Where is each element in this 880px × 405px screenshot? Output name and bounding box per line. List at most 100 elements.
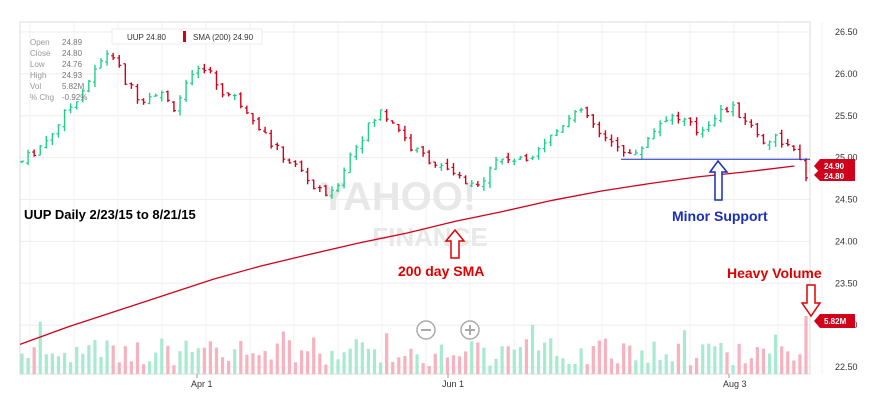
volume-bar	[646, 362, 650, 374]
volume-bar	[543, 342, 547, 374]
ohlc-bar	[396, 123, 401, 133]
ohlc-bar	[518, 155, 523, 161]
volume-bar	[421, 363, 425, 374]
ohlc-bar	[749, 119, 754, 128]
volume-bar	[141, 364, 146, 374]
volume-bar	[330, 350, 334, 374]
volume-bar	[111, 345, 115, 374]
ohlc-bar	[336, 183, 341, 193]
volume-bar	[701, 344, 705, 374]
volume-bar	[640, 350, 644, 374]
ohlc-bar	[214, 70, 219, 90]
volume-bar	[275, 343, 279, 374]
ohlc-bar	[293, 160, 298, 168]
ohlc-bar	[299, 160, 304, 173]
volume-bar	[494, 358, 498, 374]
volume-bar	[774, 334, 778, 374]
ohlc-label-open: Open	[30, 38, 50, 47]
volume-bar	[737, 343, 741, 374]
volume-bar	[269, 359, 273, 374]
volume-tag-shape	[814, 314, 855, 328]
legend-item-sma: SMA (200) 24.90	[193, 33, 254, 42]
ohlc-bar	[378, 109, 383, 121]
volume-bar	[530, 324, 535, 374]
volume-bar	[488, 365, 492, 374]
ohlc-bar	[566, 115, 571, 128]
price-tag-close-shape	[814, 169, 855, 181]
volume-bar	[536, 350, 541, 374]
volume-bar	[251, 353, 255, 374]
ohlc-bar	[165, 90, 170, 103]
price-tag-sma-text: 24.90	[824, 162, 845, 171]
price-tag-close-text: 24.80	[824, 172, 845, 181]
volume-bar	[780, 346, 784, 374]
ohlc-bar	[609, 134, 614, 147]
volume-bar	[69, 362, 73, 374]
x-tick-label: Aug 3	[723, 379, 747, 389]
volume-bar	[628, 345, 632, 374]
ohlc-bar	[208, 66, 213, 74]
volume-bar	[755, 347, 759, 374]
ohlc-bar	[560, 125, 565, 133]
volume-bar	[597, 340, 601, 374]
ohlc-bar	[688, 117, 693, 126]
ohlc-bar	[62, 109, 67, 132]
ohlc-bar	[791, 145, 796, 152]
y-tick-label: 25.50	[835, 111, 858, 121]
ohlc-bar	[281, 146, 286, 163]
ohlc-bar	[536, 147, 541, 160]
volume-bar	[26, 358, 30, 374]
volume-bar	[105, 340, 109, 374]
ohlc-bar	[451, 163, 456, 176]
volume-bar	[622, 343, 626, 374]
volume-bar	[567, 364, 571, 374]
ohlc-bar	[585, 106, 590, 119]
volume-bar	[324, 364, 328, 374]
volume-bar	[348, 348, 352, 374]
ohlc-bar	[171, 101, 176, 113]
volume-bar	[792, 360, 796, 374]
ohlc-bar	[92, 64, 97, 88]
zoom-in-button[interactable]	[460, 320, 480, 340]
zoom-out-button[interactable]	[416, 320, 436, 340]
ohlc-bar	[469, 180, 474, 188]
ohlc-value-chg: -0.92%	[62, 93, 87, 102]
ohlc-bar	[682, 117, 687, 127]
ohlc-bar	[68, 103, 73, 114]
ohlc-bar	[542, 138, 547, 153]
y-tick-label: 22.50	[835, 362, 858, 372]
ohlc-bar	[311, 179, 316, 190]
volume-bar	[470, 341, 474, 374]
volume-bar	[160, 338, 164, 374]
volume-bar	[786, 351, 790, 374]
ohlc-bar	[257, 116, 262, 131]
support-annotation: Minor Support	[672, 159, 768, 224]
ohlc-bar	[99, 58, 104, 69]
volume-bar	[44, 354, 48, 374]
ohlc-bar	[232, 93, 237, 101]
y-tick-label: 26.50	[835, 27, 858, 37]
volume-bar	[561, 358, 565, 374]
ohlc-bar	[773, 133, 778, 147]
ohlc-bar	[129, 82, 134, 89]
volume-bar	[129, 361, 133, 374]
volume-bar	[135, 342, 140, 374]
ohlc-bar	[250, 112, 255, 125]
ohlc-bar	[706, 121, 711, 132]
ohlc-bar	[645, 136, 650, 148]
ohlc-bar	[718, 104, 723, 123]
volume-bar	[609, 358, 614, 374]
ohlc-bar	[20, 160, 24, 164]
ohlc-bar	[658, 120, 663, 137]
volume-tag: 5.82M	[814, 314, 855, 328]
ohlc-bar	[123, 63, 128, 86]
volume-bar	[524, 339, 529, 374]
ohlc-bar	[512, 158, 517, 166]
ohlc-bar	[415, 147, 420, 153]
ohlc-label-chg: % Chg	[30, 93, 54, 102]
ohlc-value-low: 24.76	[62, 60, 83, 69]
ohlc-bar	[530, 155, 535, 160]
volume-bar	[148, 361, 152, 374]
ohlc-bar	[360, 136, 365, 154]
ohlc-bar	[390, 120, 395, 124]
